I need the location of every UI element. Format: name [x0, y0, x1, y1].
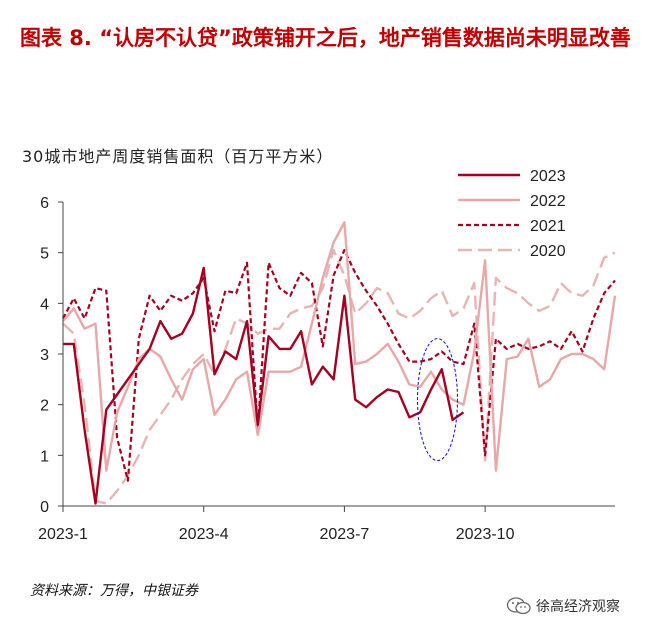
legend-label-2023: 2023 — [530, 168, 566, 185]
y-tick-label: 1 — [40, 448, 49, 465]
watermark-text: 徐高经济观察 — [536, 599, 620, 615]
legend-label-2021: 2021 — [530, 218, 566, 235]
x-tick-label: 2023-1 — [38, 526, 88, 543]
legend-label-2022: 2022 — [530, 193, 566, 210]
chart-subtitle: 30城市地产周度销售面积（百万平方米） — [22, 147, 334, 166]
chart-title: 图表 8. “认房不认贷”政策铺开之后，地产销售数据尚未明显改善 — [20, 26, 631, 50]
series-line-2021 — [62, 249, 616, 482]
source-note: 资料来源：万得，中银证券 — [30, 583, 198, 599]
legend: 2023 2022 2021 2020 — [458, 168, 566, 260]
y-tick-label: 6 — [40, 195, 49, 212]
y-tick-label: 0 — [40, 499, 49, 516]
x-tick-label: 2023-7 — [319, 526, 369, 543]
axes: 0 1 2 3 4 5 6 2023-1 2023-4 2023-7 2023-10 — [38, 195, 615, 543]
series-line-2023 — [63, 266, 465, 505]
y-tick-label: 5 — [40, 246, 49, 263]
series-line-2022 — [62, 221, 617, 472]
x-tick-label: 2023-10 — [456, 526, 515, 543]
legend-label-2020: 2020 — [530, 243, 566, 260]
wechat-icon — [506, 597, 531, 615]
x-tick-label: 2023-4 — [179, 526, 229, 543]
highlight-ellipse — [416, 338, 459, 462]
series-line-2020 — [62, 248, 616, 505]
highlight-ellipse-shape — [416, 338, 459, 462]
watermark: 徐高经济观察 — [506, 596, 620, 616]
y-tick-label: 2 — [40, 398, 49, 415]
y-tick-label: 4 — [40, 296, 49, 313]
plot-lines — [62, 221, 617, 505]
y-tick-label: 3 — [40, 347, 49, 364]
